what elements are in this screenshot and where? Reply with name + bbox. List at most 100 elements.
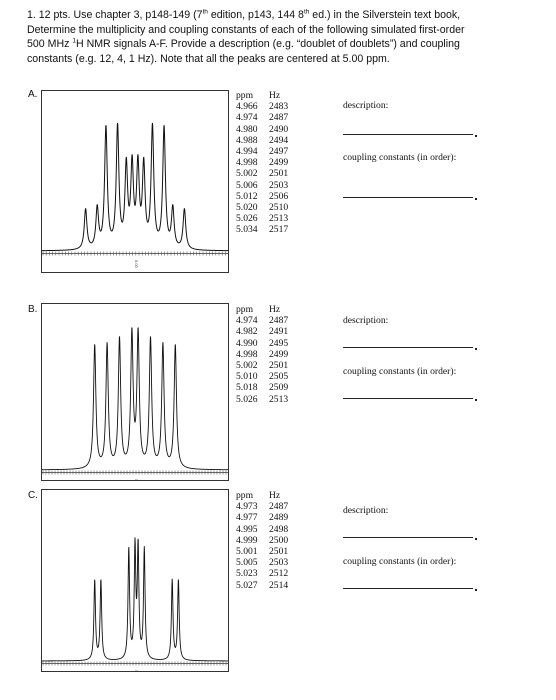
problem-label: B.	[28, 304, 38, 315]
table-row: 5.020 2510	[236, 202, 288, 213]
coupling-label: coupling constants (in order):	[343, 152, 457, 163]
hz-value: 2513	[269, 393, 289, 405]
ppm-value: 5.020	[236, 202, 258, 214]
table-row: 4.999 2500	[236, 535, 288, 546]
x-axis-ticks	[42, 661, 227, 666]
coupling-label: coupling constants (in order):	[343, 556, 457, 567]
peak-table-b: ppm Hz 4.974 2487 4.982 2491 4.990 2495 4.998 24…	[236, 304, 288, 405]
hz-value: 2503	[269, 179, 289, 191]
table-row: 5.001 2501	[236, 546, 288, 557]
ppm-value: 5.010	[236, 371, 258, 383]
hz-value: 2483	[269, 101, 289, 113]
problem-label: C.	[28, 490, 38, 501]
hz-value: 2501	[269, 360, 289, 372]
spectrum-trace	[42, 327, 228, 471]
table-row: 5.026 2513	[236, 394, 288, 405]
table-header: ppm Hz	[236, 90, 281, 101]
ppm-value: 4.973	[236, 501, 258, 513]
description-label: description:	[343, 505, 389, 516]
question-line-2: Determine the multiplicity and coupling …	[27, 23, 465, 36]
hz-value: 2495	[269, 337, 289, 349]
peak-table-c: ppm Hz 4.973 2487 4.977 2489 4.995 2498 4.999 25…	[236, 490, 288, 591]
table-row: 4.973 2487	[236, 501, 288, 512]
table-row: 5.002 2501	[236, 168, 288, 179]
question-line-1: 1. 12 pts. Use chapter 3, p148-149 (7th …	[27, 8, 461, 21]
ppm-value: 5.002	[236, 360, 258, 372]
hz-value: 2497	[269, 146, 289, 158]
table-rows: 4.973 2487 4.977 2489 4.995 2498 4.999 2500 5.00…	[236, 501, 288, 591]
coupling-answer-line[interactable]	[343, 197, 477, 200]
spectrum-plot: 5.00	[42, 122, 228, 269]
table-row: 5.018 2509	[236, 382, 288, 393]
x-axis-ticks	[42, 251, 226, 256]
hz-value: 2487	[269, 315, 289, 327]
hz-value: 2513	[269, 213, 289, 225]
ppm-value: 5.026	[236, 393, 258, 405]
table-row: 4.974 2487	[236, 315, 288, 326]
ppm-value: 4.998	[236, 348, 258, 360]
ppm-value: 4.982	[236, 326, 258, 338]
description-label: description:	[343, 315, 389, 326]
table-row: 4.994 2497	[236, 146, 288, 157]
ppm-value: 4.994	[236, 146, 258, 158]
description-answer-line[interactable]	[343, 537, 477, 540]
ppm-value: 4.988	[236, 134, 258, 146]
question-text: 1. 12 pts. Use chapter 3, p148-149 (7th …	[27, 8, 532, 66]
peak-table-a: ppm Hz 4.966 2483 4.974 2487 4.980 2490 4.988 24…	[236, 90, 288, 236]
hz-value: 2494	[269, 134, 289, 146]
table-header: ppm Hz	[236, 304, 281, 315]
ppm-value: 5.027	[236, 579, 258, 591]
hz-value: 2489	[269, 512, 289, 524]
spectrum-c: 5.00	[41, 489, 229, 672]
description-answer-line[interactable]	[343, 134, 477, 137]
table-row: 5.027 2514	[236, 580, 288, 591]
coupling-answer-line[interactable]	[343, 588, 477, 591]
ppm-value: 4.990	[236, 337, 258, 349]
hz-value: 2506	[269, 190, 289, 202]
table-row: 5.006 2503	[236, 180, 288, 191]
hz-value: 2487	[269, 501, 289, 513]
hz-value: 2510	[269, 202, 289, 214]
ppm-value: 4.998	[236, 157, 258, 169]
table-row: 4.974 2487	[236, 112, 288, 123]
hz-value: 2505	[269, 371, 289, 383]
table-row: 4.977 2489	[236, 512, 288, 523]
hz-value: 2514	[269, 579, 289, 591]
hz-value: 2487	[269, 112, 289, 124]
spectrum-trace	[42, 122, 228, 252]
question-line-3: 500 MHz 1H NMR signals A-F. Provide a de…	[27, 37, 460, 51]
ppm-value: 4.974	[236, 112, 258, 124]
table-row: 4.998 2499	[236, 349, 288, 360]
ppm-value: 5.005	[236, 557, 258, 569]
x-axis-center-label: 5.00	[134, 260, 139, 269]
ppm-value: 4.995	[236, 523, 258, 535]
coupling-label: coupling constants (in order):	[343, 366, 457, 377]
hz-value: 2512	[269, 568, 289, 580]
table-rows: 4.974 2487 4.982 2491 4.990 2495 4.998 2499 5.00…	[236, 315, 288, 405]
hz-value: 2499	[269, 157, 289, 169]
table-rows: 4.966 2483 4.974 2487 4.980 2490 4.988 2494 4.99…	[236, 101, 288, 235]
hz-value: 2509	[269, 382, 289, 394]
hz-value: 2517	[269, 224, 289, 236]
hz-value: 2503	[269, 557, 289, 569]
table-row: 4.982 2491	[236, 326, 288, 337]
ppm-value: 4.980	[236, 123, 258, 135]
description-answer-line[interactable]	[343, 347, 477, 350]
table-row: 5.023 2512	[236, 568, 288, 579]
ppm-value: 5.006	[236, 179, 258, 191]
coupling-answer-line[interactable]	[343, 398, 477, 401]
spectrum-trace	[42, 537, 228, 662]
table-row: 5.005 2503	[236, 557, 288, 568]
table-row: 4.998 2499	[236, 157, 288, 168]
ppm-value: 5.012	[236, 190, 258, 202]
ppm-value: 4.966	[236, 101, 258, 113]
table-row: 4.995 2498	[236, 524, 288, 535]
spectrum-plot: 5.00	[42, 537, 228, 671]
ppm-value: 5.034	[236, 224, 258, 236]
table-row: 5.002 2501	[236, 360, 288, 371]
problem-label: A.	[28, 89, 38, 100]
ppm-value: 5.001	[236, 546, 258, 558]
hz-value: 2490	[269, 123, 289, 135]
table-row: 5.010 2505	[236, 371, 288, 382]
table-header: ppm Hz	[236, 490, 281, 501]
